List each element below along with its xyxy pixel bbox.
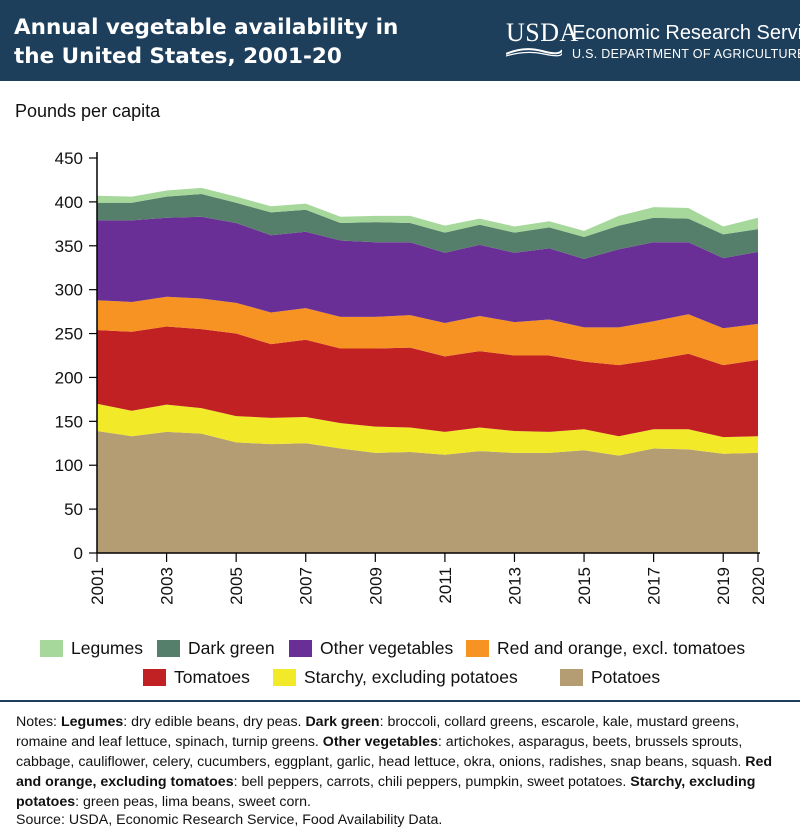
x-tick-label-2009: 2009 bbox=[366, 567, 385, 605]
x-tick-label-2020: 2020 bbox=[749, 567, 768, 605]
y-tick-label-300: 300 bbox=[55, 281, 83, 300]
dept-name: U.S. DEPARTMENT OF AGRICULTURE bbox=[572, 47, 800, 61]
x-tick-label-2019: 2019 bbox=[714, 567, 733, 605]
y-tick-label-350: 350 bbox=[55, 237, 83, 256]
legend-label-tomatoes: Tomatoes bbox=[174, 667, 250, 687]
legend-swatch-other-vegetables bbox=[289, 640, 312, 657]
note-desc-dark-green: : broccoli, collard greens, escarole, ka… bbox=[16, 714, 740, 750]
legend-item-legumes: Legumes bbox=[40, 638, 143, 659]
notes-prefix: Notes: bbox=[16, 714, 61, 730]
y-tick-label-50: 50 bbox=[64, 500, 83, 519]
area-potatoes bbox=[97, 430, 758, 553]
note-term-red-orange: Red and orange, excluding tomatoes bbox=[16, 754, 773, 790]
area-other-vegetables bbox=[97, 216, 758, 329]
area-legumes bbox=[97, 187, 758, 237]
note-term-legumes: Legumes bbox=[60, 714, 124, 730]
x-tick-label-2005: 2005 bbox=[227, 567, 246, 605]
x-tick-label-2007: 2007 bbox=[297, 567, 316, 605]
note-desc-legumes: : dry edible beans, dry peas. bbox=[123, 714, 306, 730]
legend-swatch-red-orange bbox=[466, 640, 489, 657]
note-term-starchy: Starchy, excluding potatoes bbox=[16, 774, 756, 810]
legend-label-other-vegetables: Other vegetables bbox=[320, 638, 454, 658]
usda-swoosh-icon bbox=[506, 48, 562, 57]
x-tick-label-2003: 2003 bbox=[158, 567, 177, 605]
x-tick-label-2011: 2011 bbox=[436, 567, 455, 604]
legend-item-red-orange: Red and orange, excl. tomatoes bbox=[466, 638, 745, 659]
usda-logo-text: USDA bbox=[506, 18, 579, 47]
chart-legend: Legumes Dark green Other vegetables Red … bbox=[0, 634, 800, 694]
legend-swatch-dark-green bbox=[157, 640, 180, 657]
x-tick-label-2015: 2015 bbox=[575, 567, 594, 605]
legend-swatch-tomatoes bbox=[143, 669, 166, 686]
y-tick-label-0: 0 bbox=[74, 544, 83, 563]
y-tick-label-400: 400 bbox=[55, 193, 83, 212]
legend-label-starchy: Starchy, excluding potatoes bbox=[304, 667, 518, 687]
legend-label-dark-green: Dark green bbox=[188, 638, 275, 658]
legend-item-dark-green: Dark green bbox=[157, 638, 275, 659]
y-tick-label-200: 200 bbox=[55, 368, 83, 387]
note-desc-other-vegetables: : artichokes, asparagus, beets, brussels… bbox=[16, 734, 746, 770]
legend-item-starchy: Starchy, excluding potatoes bbox=[273, 667, 518, 688]
legend-label-legumes: Legumes bbox=[71, 638, 143, 658]
notes-divider bbox=[0, 700, 800, 702]
area-dark-green bbox=[97, 193, 758, 259]
legend-swatch-starchy bbox=[273, 669, 296, 686]
area-tomatoes bbox=[97, 326, 758, 438]
source-note: Source: USDA, Economic Research Service,… bbox=[16, 812, 443, 828]
org-name: Economic Research Service bbox=[572, 22, 800, 44]
y-tick-label-450: 450 bbox=[55, 149, 83, 168]
y-tick-label-250: 250 bbox=[55, 325, 83, 344]
note-desc-red-orange: : bell peppers, carrots, chili peppers, … bbox=[233, 774, 631, 790]
usda-ers-logo: USDA Economic Research Service U.S. DEPA… bbox=[506, 18, 800, 66]
x-tick-label-2017: 2017 bbox=[645, 567, 664, 605]
legend-item-potatoes: Potatoes bbox=[560, 667, 660, 688]
chart-title: Annual vegetable availability in the Uni… bbox=[14, 15, 399, 69]
legend-swatch-potatoes bbox=[560, 669, 583, 686]
legend-item-tomatoes: Tomatoes bbox=[143, 667, 250, 688]
header-banner: Annual vegetable availability in the Uni… bbox=[0, 0, 800, 81]
legend-label-red-orange: Red and orange, excl. tomatoes bbox=[497, 638, 746, 658]
y-tick-label-100: 100 bbox=[55, 456, 83, 475]
note-term-dark-green: Dark green bbox=[305, 714, 380, 730]
area-starchy-excluding-potatoes bbox=[97, 403, 758, 456]
note-term-other-vegetables: Other vegetables bbox=[322, 734, 438, 750]
y-axis-label: Pounds per capita bbox=[15, 101, 161, 121]
notes-block: Notes: Legumes: dry edible beans, dry pe… bbox=[16, 712, 788, 812]
stacked-area-chart: 0 50 100 150 200 250 300 350 400 450 2001 2003 2005 2… bbox=[55, 149, 768, 605]
legend-swatch-legumes bbox=[40, 640, 63, 657]
x-tick-label-2001: 2001 bbox=[88, 567, 107, 605]
legend-item-other-vegetables: Other vegetables bbox=[289, 638, 453, 659]
note-desc-starchy: : green peas, lima beans, sweet corn. bbox=[75, 794, 311, 810]
area-red-and-orange-excl-tomatoes bbox=[97, 296, 758, 366]
x-tick-label-2013: 2013 bbox=[505, 567, 524, 605]
y-tick-label-150: 150 bbox=[55, 412, 83, 431]
legend-label-potatoes: Potatoes bbox=[591, 667, 661, 687]
